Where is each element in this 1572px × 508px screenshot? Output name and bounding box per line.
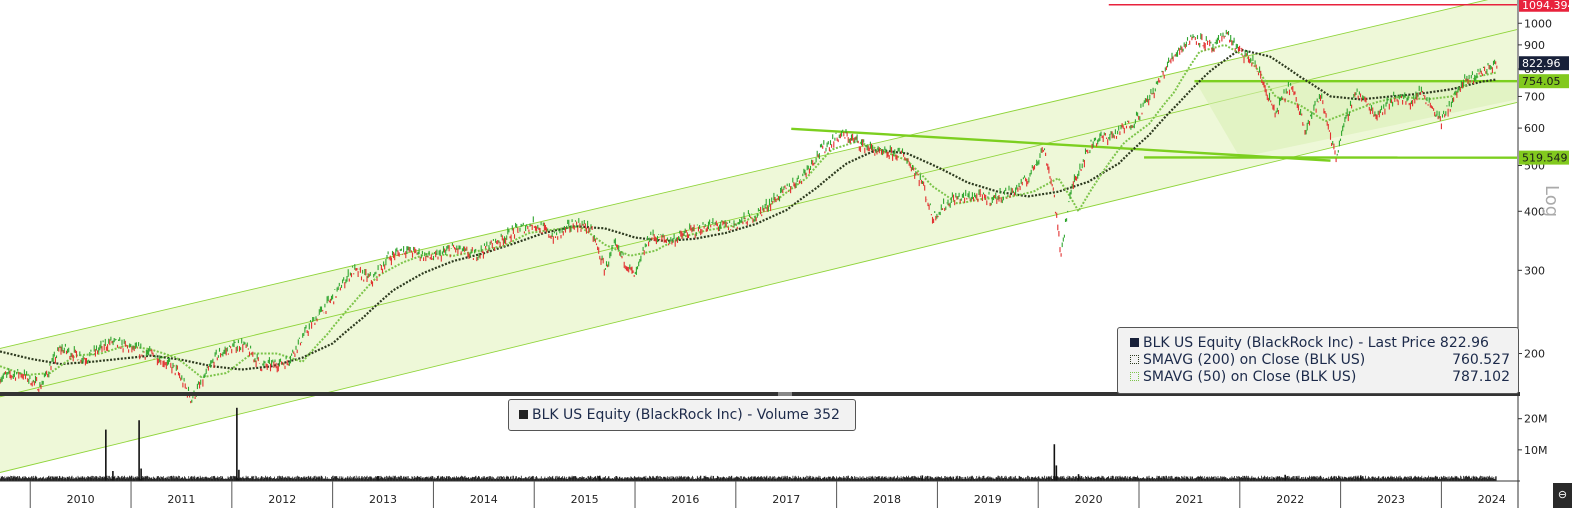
price-tag-label: 519.549 [1522, 152, 1568, 165]
legend-sma200-value: 760.527 [1452, 351, 1510, 368]
y-tick-label: 1000 [1524, 17, 1552, 30]
legend-sma50-label: SMAVG (50) on Close (BLK US) [1143, 368, 1357, 385]
channel-band [0, 0, 1517, 473]
sma50-line [0, 44, 1497, 379]
y-tick-label: 600 [1524, 122, 1545, 135]
channel-line-upper [0, 0, 1489, 349]
log-scale-label: Log [1541, 185, 1562, 217]
year-label-2015: 2015 [571, 493, 599, 506]
legend-price-label: BLK US Equity (BlackRock Inc) - Last Pri… [1143, 334, 1489, 351]
year-label-2020: 2020 [1075, 493, 1103, 506]
volume-tick-label: 20M [1524, 413, 1548, 426]
year-label-2023: 2023 [1377, 493, 1405, 506]
zoom-out-icon: ⊖ [1557, 489, 1568, 501]
price-tag-754.05 [1519, 74, 1569, 89]
y-tick-label: 200 [1524, 348, 1545, 361]
price-tag-822.96 [1519, 56, 1569, 71]
y-tick-label: 900 [1524, 39, 1545, 52]
zoom-out-button[interactable]: ⊖ [1553, 483, 1572, 508]
price-tag-label: 822.96 [1522, 57, 1561, 70]
year-label-2021: 2021 [1175, 493, 1203, 506]
year-label-2014: 2014 [470, 493, 498, 506]
trendline-0 [791, 127, 1331, 162]
year-label-2012: 2012 [268, 493, 296, 506]
legend-row-sma50: SMAVG (50) on Close (BLK US) 787.102 [1130, 368, 1510, 385]
year-label-2011: 2011 [167, 493, 195, 506]
price-tag-1094.394 [1519, 0, 1569, 12]
legend-swatch-sma50 [1130, 372, 1139, 381]
price-legend: BLK US Equity (BlackRock Inc) - Last Pri… [1117, 327, 1519, 394]
legend-row-price: BLK US Equity (BlackRock Inc) - Last Pri… [1130, 334, 1510, 351]
year-label-2024: 2024 [1478, 493, 1506, 506]
volume-legend: BLK US Equity (BlackRock Inc) - Volume 3… [508, 399, 856, 431]
channel-highlight [1194, 79, 1517, 158]
panel-divider-grip [778, 392, 792, 396]
year-label-2017: 2017 [772, 493, 800, 506]
legend-swatch-price [1130, 338, 1139, 347]
price-tag-519.549 [1519, 150, 1569, 165]
price-panel [0, 0, 1518, 473]
year-label-2013: 2013 [369, 493, 397, 506]
price-tag-label: 754.05 [1522, 75, 1561, 88]
y-tick-label: 400 [1524, 205, 1545, 218]
channel-line-lower [0, 101, 1518, 473]
legend-swatch-volume [519, 410, 528, 419]
y-tick-label: 700 [1524, 90, 1545, 103]
legend-row-volume: BLK US Equity (BlackRock Inc) - Volume 3… [519, 406, 847, 423]
legend-sma200-label: SMAVG (200) on Close (BLK US) [1143, 351, 1366, 368]
year-label-2016: 2016 [671, 493, 699, 506]
year-label-2022: 2022 [1276, 493, 1304, 506]
year-label-2010: 2010 [67, 493, 95, 506]
y-tick-label: 300 [1524, 264, 1545, 277]
year-label-2019: 2019 [974, 493, 1002, 506]
volume-tick-label: 10M [1524, 444, 1548, 457]
legend-volume-label: BLK US Equity (BlackRock Inc) - Volume 3… [532, 406, 840, 423]
year-label-2018: 2018 [873, 493, 901, 506]
price-tag-label: 1094.394 [1522, 0, 1572, 12]
sma200-line [0, 48, 1496, 371]
panel-divider [0, 392, 1520, 396]
legend-swatch-sma200 [1130, 355, 1139, 364]
legend-sma50-value: 787.102 [1452, 368, 1510, 385]
legend-row-sma200: SMAVG (200) on Close (BLK US) 760.527 [1130, 351, 1510, 368]
